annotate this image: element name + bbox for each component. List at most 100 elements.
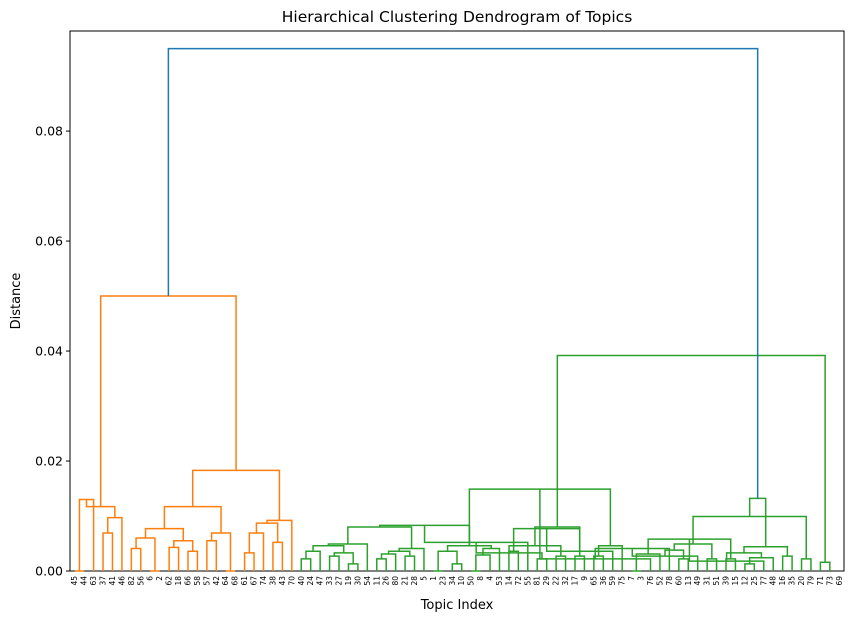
leaf-label: 73 [825,576,834,586]
leaf-label: 63 [89,576,98,586]
leaf-label: 21 [401,576,410,586]
y-tick-label: 0.08 [35,124,63,139]
dendrogram-link [437,550,458,571]
leaf-label: 16 [778,576,787,586]
leaf-label: 59 [608,576,617,586]
leaf-label: 34 [448,576,457,586]
dendrogram-link [574,555,586,571]
leaf-label: 75 [618,576,627,586]
chart-title: Hierarchical Clustering Dendrogram of To… [282,8,633,26]
leaf-label: 51 [712,576,721,586]
dendrogram-link [187,550,199,571]
leaf-label: 1 [429,576,438,581]
leaf-label: 55 [523,576,532,586]
leaf-label: 11 [372,576,381,586]
leaf-label: 40 [297,576,306,586]
leaf-label: 68 [231,576,240,586]
leaf-label: 58 [193,576,202,586]
dendrogram-link [555,555,567,571]
plot-area [69,30,845,572]
dendrogram-link [556,354,826,563]
leaf-label: 43 [278,576,287,586]
leaf-label: 69 [835,576,844,586]
dendrogram-link [305,550,321,571]
leaf-label: 18 [174,576,183,586]
dendrogram-link [781,555,793,571]
leaf-label: 60 [674,576,683,586]
leaf-label: 8 [476,576,485,581]
leaf-label: 61 [240,576,249,586]
dendrogram-links [74,47,831,572]
leaf-label: 65 [589,576,598,586]
leaf-label: 28 [410,576,419,586]
dendrogram-link [545,528,614,571]
leaf-label: 47 [316,576,325,586]
leaf-label: 17 [570,576,579,586]
leaf-label: 71 [816,576,825,586]
leaf-label: 36 [599,576,608,586]
leaf-label: 2 [155,576,164,581]
leaf-label: 23 [438,576,447,586]
leaf-label: 46 [117,576,126,586]
leaf-label: 24 [306,576,315,586]
leaf-label: 70 [287,576,296,586]
leaf-label: 14 [504,576,513,586]
leaf-label: 6 [146,576,155,581]
leaf-label: 53 [495,576,504,586]
leaf-label: 3 [637,576,646,581]
x-axis-leaf-labels: 45 44 63 37 41 46 82 56 6 2 62 18 66 58 57 42 64 68 61 67 74… [70,576,844,586]
leaf-label: 37 [99,576,108,586]
leaf-label: 12 [740,576,749,586]
leaf-label: 48 [769,576,778,586]
y-tick-label: 0.06 [35,234,63,249]
leaf-label: 26 [382,576,391,586]
dendrogram-link [468,488,612,546]
leaf-label: 57 [202,576,211,586]
leaf-label: 39 [722,576,731,586]
leaf-label: 10 [457,576,466,586]
dendrogram-link [423,525,529,571]
dendrogram-link [163,505,222,534]
dendrogram-link [664,549,685,559]
dendrogram-link [173,540,194,552]
leaf-label: 77 [759,576,768,586]
dendrogram-link [631,548,699,571]
dendrogram-link [99,295,237,507]
dendrogram-link [688,539,765,571]
dendrogram-link [387,550,411,557]
leaf-label: 56 [136,576,145,586]
leaf-label: 41 [108,576,117,586]
dendrogram-link [328,555,340,571]
dendrogram-link [508,550,520,571]
dendrogram-link [85,499,116,518]
leaf-label: 30 [353,576,362,586]
leaf-label: 38 [268,576,277,586]
leaf-label: 64 [221,576,230,586]
dendrogram-link [144,527,185,541]
leaf-label: 31 [703,576,712,586]
leaf-label: 20 [797,576,806,586]
leaf-label: 80 [391,576,400,586]
leaf-label: 32 [561,576,570,586]
leaf-label: 13 [684,576,693,586]
y-tick-label: 0.04 [35,344,63,359]
leaf-label: 76 [646,576,655,586]
leaf-label: 42 [212,576,221,586]
leaf-label: 19 [344,576,353,586]
leaf-label: 82 [127,576,136,586]
dendrogram-link [255,522,279,543]
dendrogram-link [743,546,789,557]
leaf-label: 54 [363,576,372,586]
leaf-label: 50 [467,576,476,586]
leaf-label: 9 [580,576,589,581]
leaf-label: 5 [419,576,428,581]
dendrogram-link [167,47,759,499]
dendrogram-link [206,540,218,571]
leaf-label: 67 [250,576,259,586]
leaf-label: 29 [542,576,551,586]
leaf-label: 25 [750,576,759,586]
leaf-label: 52 [655,576,664,586]
y-tick-label: 0.00 [35,564,63,579]
leaf-label: 15 [731,576,740,586]
